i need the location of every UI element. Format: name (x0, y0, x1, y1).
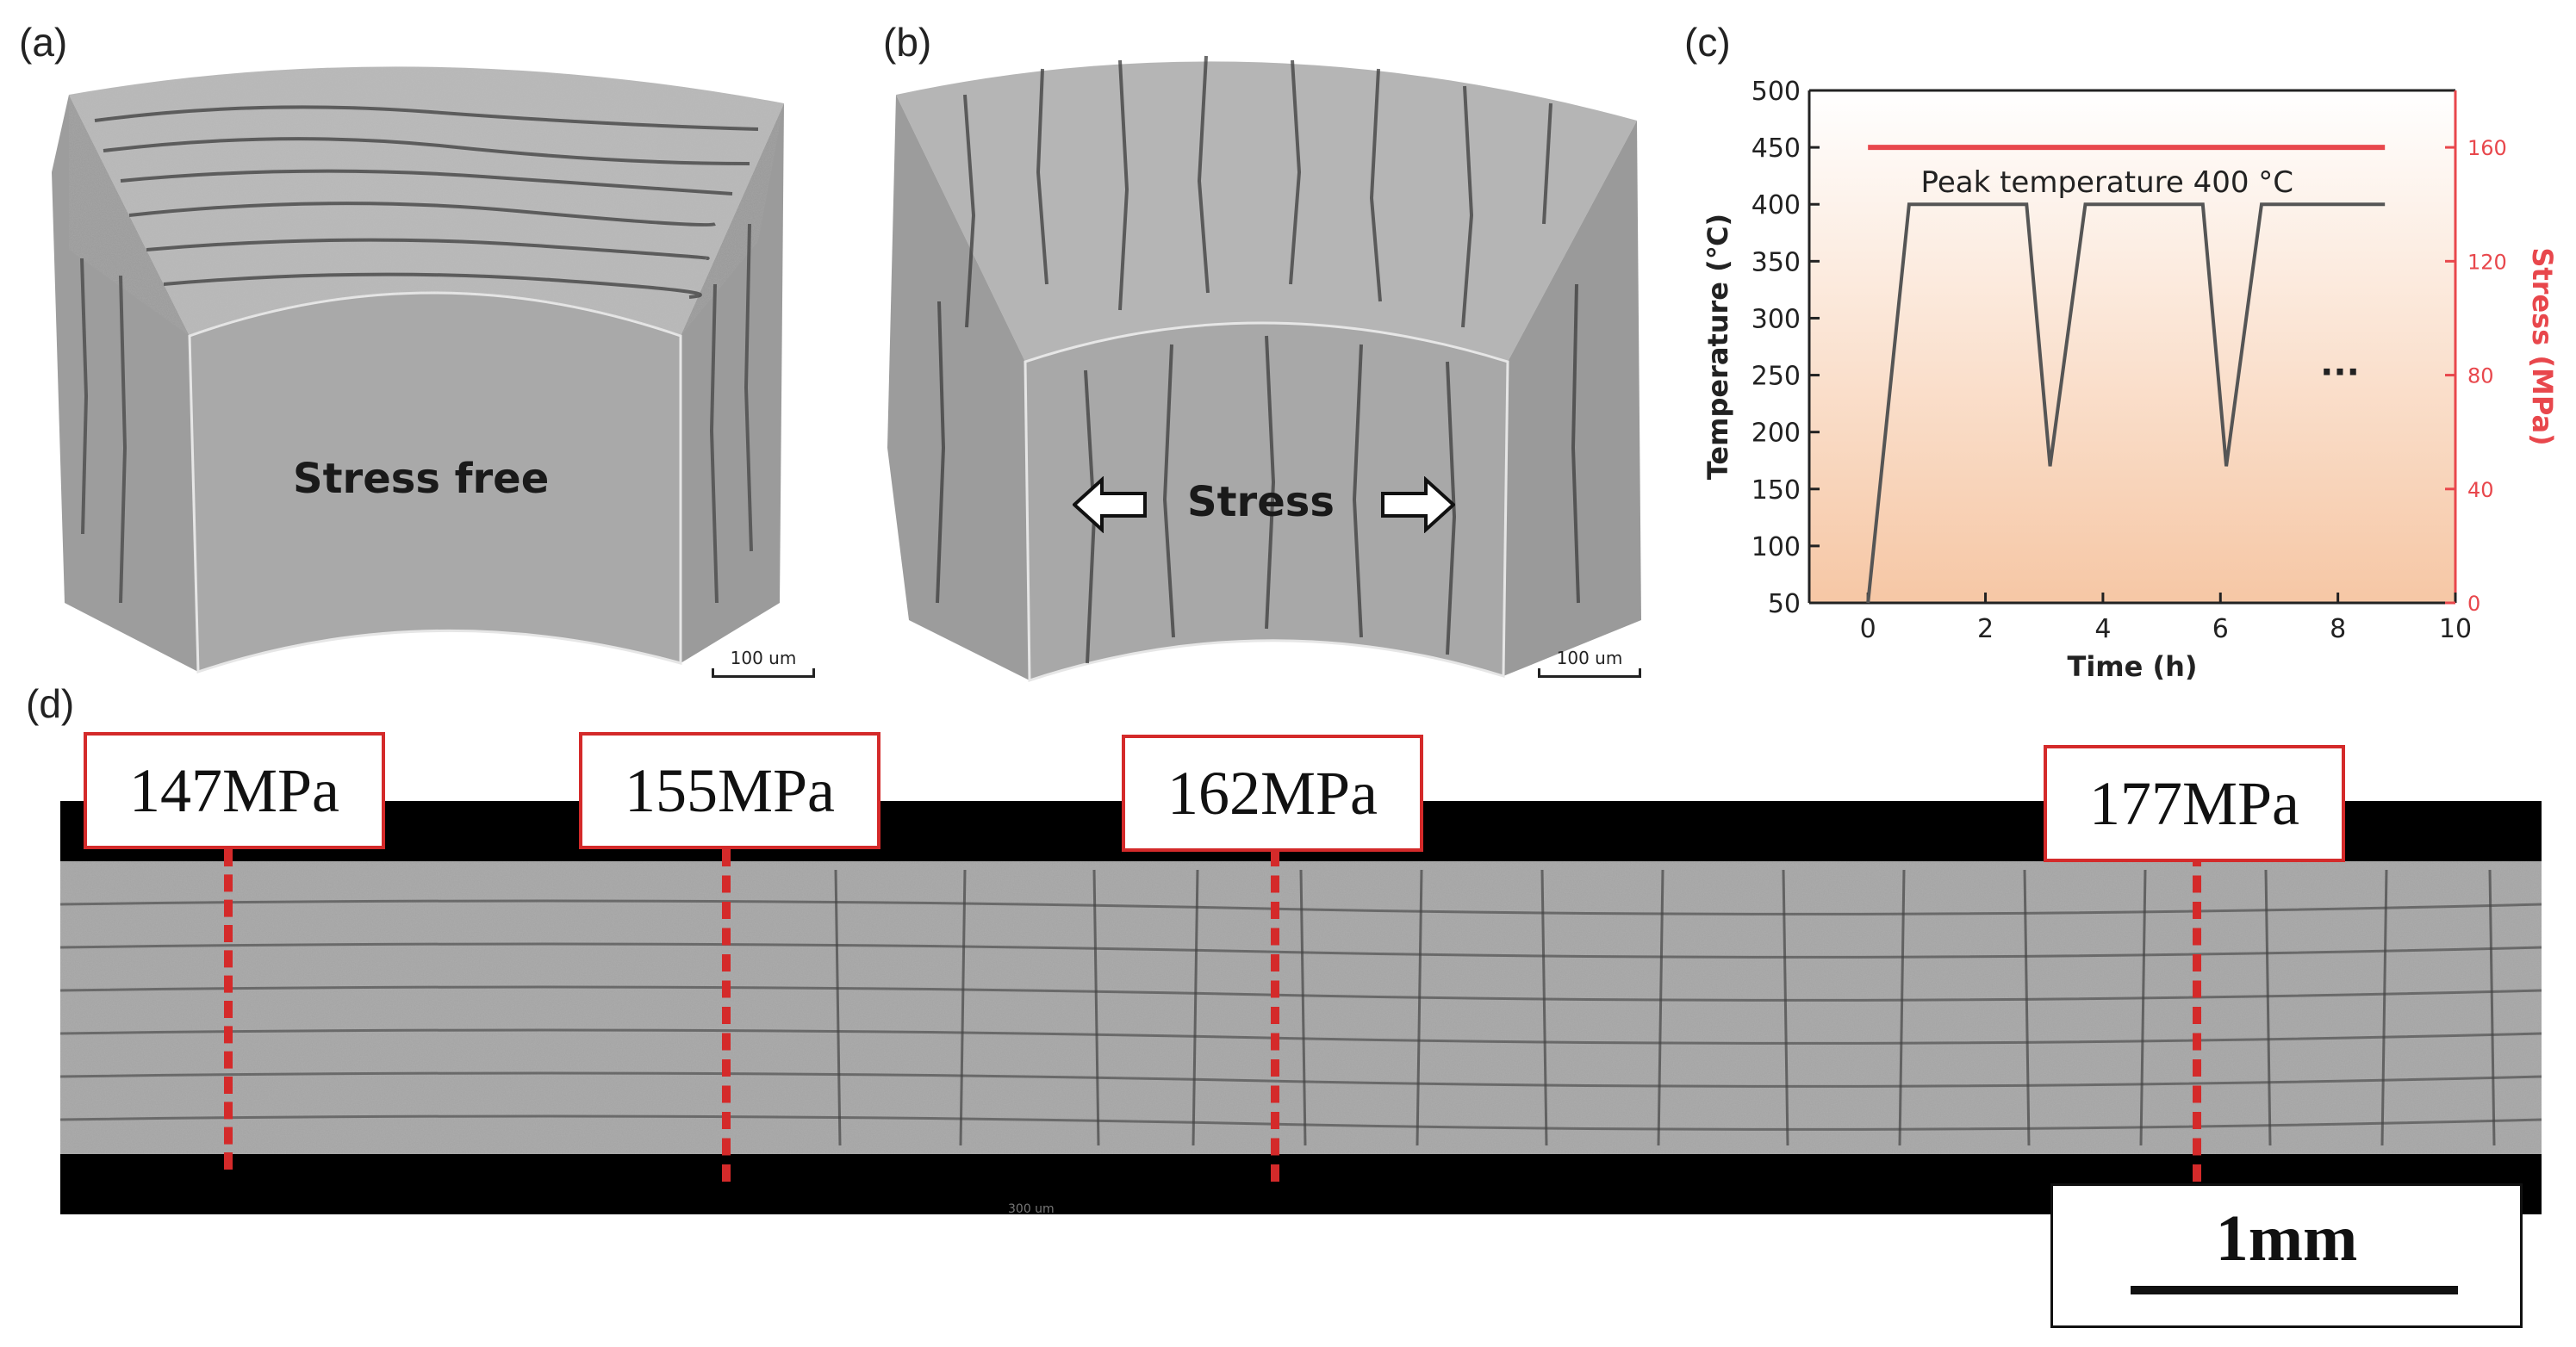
temperature-series-line (1866, 202, 2386, 604)
y-tick-label: 100 (1752, 532, 1801, 562)
marker-line-155 (722, 849, 731, 1182)
y-tick-label: 200 (1752, 419, 1801, 449)
y-tick-label: 150 (1752, 475, 1801, 506)
panel-a-3d-block (52, 66, 784, 674)
y2-tick-label: 80 (2467, 364, 2494, 388)
marker-line-147 (224, 849, 233, 1170)
y2-tick-label: 40 (2467, 478, 2494, 502)
marker-line-162 (1271, 849, 1279, 1182)
y-tick-label: 400 (1752, 190, 1801, 220)
panel-a-front-face (188, 291, 682, 674)
panel-label-c: (c) (1684, 20, 1731, 65)
x-tick-label: 8 (2330, 614, 2346, 644)
panel-d-scalebar-line (2131, 1286, 2458, 1294)
y2-tick-label: 120 (2467, 250, 2507, 274)
marker-label-162: 162MPa (1122, 735, 1423, 852)
panel-a-scalebar: 100 um (712, 648, 815, 678)
panel-b-scalebar-label: 100 um (1556, 648, 1623, 668)
panel-b-front-face (1024, 321, 1509, 683)
marker-line-177 (2193, 849, 2201, 1182)
panel-d-faint-text: 300 um (1008, 1202, 1055, 1214)
y-axis-label: Temperature (℃) (1702, 214, 1734, 480)
panel-b-scalebar: 100 um (1538, 648, 1641, 678)
ellipsis-label: ... (2320, 345, 2360, 384)
panel-d-micrograph: 300 um (60, 801, 2542, 1214)
y2-tick-label: 0 (2467, 592, 2480, 616)
marker-label-177: 177MPa (2044, 745, 2345, 862)
panel-d-scalebar-box: 1mm (2050, 1183, 2523, 1328)
panel-a-caption: Stress free (293, 455, 550, 503)
panel-b-right-face (1503, 121, 1641, 676)
x-tick-label: 0 (1860, 614, 1876, 644)
panel-b-3d-block (887, 55, 1641, 683)
y-tick-label: 500 (1752, 77, 1801, 107)
left-arrow-icon (1073, 476, 1147, 533)
peak-temperature-annotation: Peak temperature 400 °C (1921, 165, 2294, 200)
panel-d-scalebar-label: 1mm (2215, 1202, 2358, 1275)
y-tick-label: 300 (1752, 304, 1801, 334)
y-tick-label: 50 (1768, 589, 1801, 619)
panel-b-caption: Stress (1187, 478, 1335, 526)
panel-label-b: (b) (883, 20, 932, 65)
right-arrow-icon (1381, 476, 1455, 533)
x-tick-label: 4 (2094, 614, 2111, 644)
y-tick-label: 250 (1752, 362, 1801, 392)
marker-label-147: 147MPa (84, 732, 385, 849)
panel-b-left-face (887, 95, 1030, 680)
y-tick-label: 350 (1752, 247, 1801, 277)
panel-b-top-face (896, 61, 1637, 362)
panel-label-d: (d) (26, 681, 75, 726)
x-tick-label: 6 (2212, 614, 2229, 644)
x-axis-label: Time (h) (2067, 650, 2197, 683)
y2-axis-label: Stress (MPa) (2526, 247, 2559, 445)
plot-area (1809, 90, 2455, 603)
panel-a-right-face (681, 103, 784, 663)
panel-label-a: (a) (19, 20, 68, 65)
y-tick-label: 450 (1752, 133, 1801, 164)
x-tick-label: 10 (2439, 614, 2472, 644)
x-tick-label: 2 (1977, 614, 1994, 644)
temperature-stress-chart: 0 2 4 6 8 10 50 100 150 200 250 300 350 400 450 500 0 40 8… (1702, 77, 2559, 683)
panel-a-scalebar-label: 100 um (730, 648, 797, 668)
marker-label-155: 155MPa (579, 732, 880, 849)
y2-tick-label: 160 (2467, 136, 2507, 160)
